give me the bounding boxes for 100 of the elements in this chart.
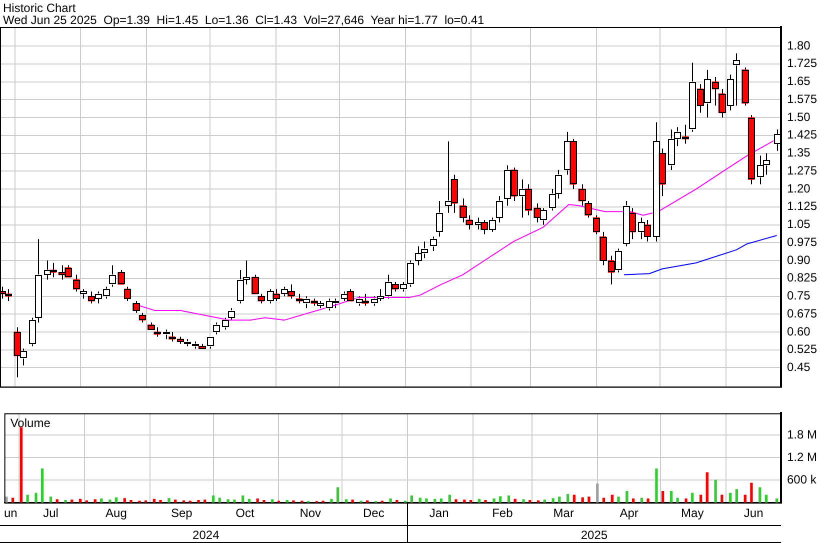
bar	[670, 491, 673, 503]
y-tick-label: 0.90	[787, 252, 811, 267]
bar	[212, 496, 215, 503]
bar	[684, 498, 688, 503]
bar	[454, 499, 458, 503]
candlestick	[5, 288, 12, 302]
text: 2025	[580, 528, 608, 542]
bar	[775, 498, 778, 503]
bar	[168, 498, 170, 503]
candlestick	[73, 274, 80, 292]
bar	[596, 483, 599, 503]
bar	[152, 498, 156, 503]
bar	[159, 500, 162, 503]
bar	[463, 500, 466, 503]
bar	[469, 500, 472, 503]
y-tick-label: 1.425	[787, 128, 818, 142]
bar	[26, 494, 29, 503]
bar	[336, 487, 340, 503]
x-tick-label: Sep	[170, 506, 193, 520]
bar	[396, 500, 398, 503]
bar	[528, 500, 532, 503]
bar	[478, 498, 481, 503]
x-tick-label: May	[681, 506, 704, 520]
bar	[64, 500, 67, 503]
bar	[610, 494, 614, 503]
chart-subtitle: Wed Jun 25 2025 Op=1.39 Hi=1.45 Lo=1.36 Cl=1.43 Vol=27,646 Year hi=1.77 lo=0.41	[3, 13, 484, 27]
y-tick-label: 1.2 M	[787, 450, 818, 464]
bar	[720, 494, 724, 503]
candlestick	[138, 312, 146, 323]
x-tick-label: Nov	[300, 506, 322, 520]
y-tick-label: 1.50	[787, 110, 811, 124]
candlestick	[124, 286, 131, 302]
bar	[204, 500, 206, 503]
y-tick-label: 0.825	[787, 270, 818, 285]
bar	[522, 499, 525, 503]
bar	[632, 498, 635, 503]
y-tick-label: 1.8 M	[787, 427, 818, 442]
bar	[78, 498, 82, 503]
bar	[646, 498, 650, 503]
bar	[492, 498, 496, 503]
y-tick-label: 0.45	[787, 360, 811, 374]
bar	[410, 496, 413, 503]
bar	[70, 500, 74, 503]
y-tick-label: 1.275	[787, 163, 818, 178]
bar	[108, 500, 112, 503]
bar	[699, 494, 702, 503]
y-tick-label: 1.05	[787, 217, 811, 232]
y-tick-label: 600 k	[787, 472, 818, 486]
bar	[34, 492, 38, 503]
candlestick	[436, 200, 443, 238]
bar	[130, 500, 132, 503]
bar	[174, 500, 177, 503]
x-tick-label: Oct	[236, 506, 255, 520]
y-tick-label: 1.20	[787, 181, 811, 196]
y-tick-label: 1.575	[787, 92, 818, 106]
bar	[256, 498, 259, 503]
bar	[389, 498, 392, 503]
bar	[292, 500, 295, 503]
bar	[691, 492, 694, 503]
y-tick-label: 0.60	[787, 324, 811, 338]
x-tick-label: Mar	[553, 506, 574, 520]
y-tick-label: 1.65	[787, 74, 811, 88]
bar	[507, 496, 510, 503]
bar	[123, 498, 126, 503]
bar	[351, 500, 354, 503]
x-tick-label: Apr	[620, 506, 638, 520]
candlestick	[109, 264, 116, 288]
bar	[49, 496, 52, 503]
bar	[248, 498, 250, 503]
bar	[226, 499, 230, 503]
bar	[552, 498, 554, 503]
bar	[543, 500, 546, 503]
bar	[100, 498, 103, 503]
bar	[764, 494, 768, 503]
bar	[434, 498, 436, 503]
candlestick	[593, 214, 600, 235]
bar	[286, 500, 288, 503]
bar	[558, 496, 561, 503]
bar	[729, 492, 732, 503]
bar	[706, 472, 708, 503]
text: 2024	[192, 528, 220, 542]
bar	[655, 468, 658, 503]
bar	[41, 468, 44, 503]
x-tick-label: Jan	[429, 506, 449, 520]
bar	[233, 500, 236, 503]
bar	[114, 497, 118, 503]
bar	[661, 491, 664, 503]
bar	[735, 489, 738, 503]
bar	[448, 494, 451, 503]
bar	[20, 427, 23, 503]
bar	[714, 480, 717, 503]
candlestick	[228, 308, 235, 321]
bar	[484, 500, 487, 503]
bar	[581, 497, 584, 503]
candlestick	[733, 52, 740, 106]
bar	[241, 496, 244, 503]
x-tick-label: Jun	[744, 506, 764, 520]
bar	[744, 494, 746, 503]
x-tick-label: Aug	[106, 506, 127, 520]
chart-title: Volume	[10, 416, 51, 430]
